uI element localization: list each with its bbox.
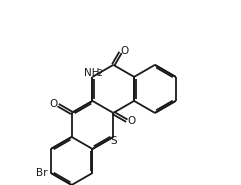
Text: S: S — [110, 136, 117, 146]
Text: O: O — [49, 99, 57, 109]
Text: O: O — [127, 116, 136, 126]
Text: NH: NH — [84, 68, 99, 78]
Text: O: O — [121, 46, 129, 56]
Text: 2: 2 — [98, 70, 103, 78]
Text: Br: Br — [36, 168, 47, 178]
